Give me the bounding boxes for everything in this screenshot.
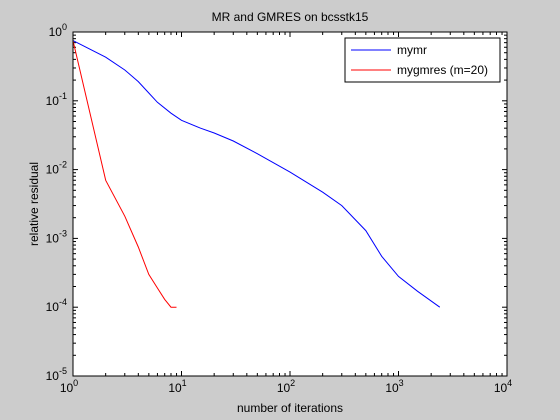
y-tick-label: 10-2	[46, 160, 67, 177]
x-tick-label: 103	[385, 378, 403, 395]
plot-area	[73, 32, 507, 376]
x-tick-label: 100	[60, 378, 78, 395]
y-tick-label: 100	[49, 22, 67, 39]
plot-frame	[72, 31, 508, 377]
y-tick-label: 10-3	[46, 228, 67, 245]
chart-title: MR and GMRES on bcsstk15	[212, 10, 369, 24]
series-line-mymr	[72, 40, 441, 308]
y-tick-label: 10-4	[46, 297, 67, 314]
legend-box	[344, 37, 501, 83]
y-tick-label: 10-1	[46, 91, 67, 108]
series-layer	[72, 40, 441, 308]
series-line-mygmres	[72, 40, 177, 308]
legend-label-mygmres: mygmres (m=20)	[397, 63, 488, 77]
x-tick-label: 102	[277, 378, 295, 395]
x-axis-label: number of iterations	[237, 401, 343, 415]
y-axis-label: relative residual	[27, 162, 41, 246]
x-tick-label: 101	[168, 378, 186, 395]
legend: mymr mygmres (m=20)	[344, 37, 501, 83]
x-tick-label: 104	[494, 378, 512, 395]
tick-labels: 100 101 102 103 104 10-5 10-4 10-3 10-2 10-1 100	[46, 22, 513, 395]
y-tick-label: 10-5	[46, 366, 67, 383]
legend-label-mymr: mymr	[397, 43, 427, 57]
